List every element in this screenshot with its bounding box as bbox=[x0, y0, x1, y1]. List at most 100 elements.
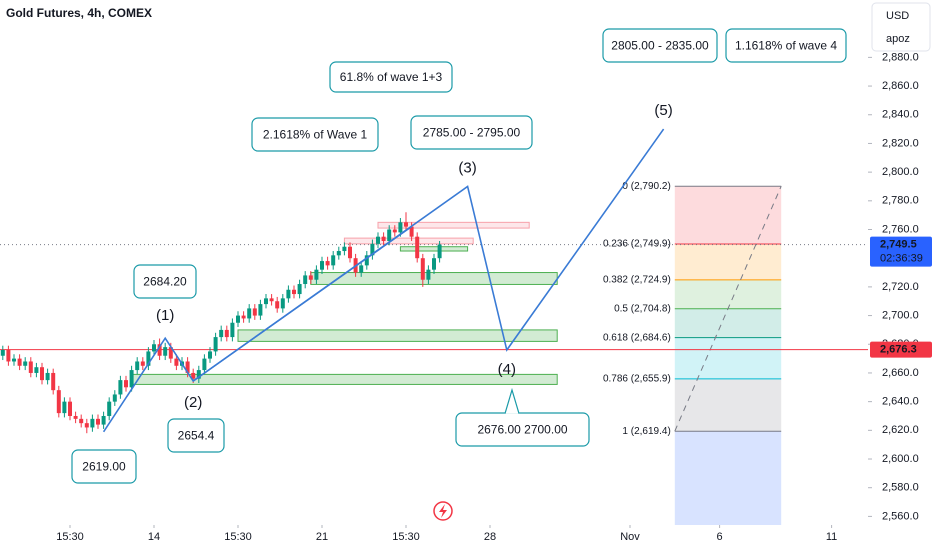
candle-body bbox=[247, 308, 252, 319]
plot: 0 (2,790.2)0.236 (2,749.9)0.382 (2,724.9… bbox=[0, 28, 868, 525]
candle-body bbox=[202, 358, 207, 371]
candle-body bbox=[297, 284, 302, 295]
annotation: 2.1618% of Wave 1 bbox=[263, 128, 368, 142]
candle-body bbox=[45, 372, 50, 381]
candle-body bbox=[90, 418, 95, 428]
candle-body bbox=[275, 301, 280, 309]
candle-body bbox=[392, 229, 397, 233]
candle-body bbox=[359, 265, 364, 273]
candle-body bbox=[68, 401, 72, 416]
zone bbox=[343, 237, 474, 245]
annotation: 2619.00 bbox=[82, 460, 126, 474]
price-tag-label: 2,749.5 bbox=[880, 238, 917, 250]
y-tick-label: 2,720.0 bbox=[882, 281, 919, 293]
candle-body bbox=[224, 329, 229, 338]
candle-body bbox=[96, 418, 100, 425]
candle-body bbox=[23, 361, 28, 366]
axes: 2,560.0 2,580.0 2,600.0 2,620.0 2,640.0 2,660… bbox=[56, 51, 932, 543]
fib-label: 1 (2,619.4) bbox=[622, 426, 670, 437]
annotation: 2676.00 2700.00 bbox=[477, 423, 567, 437]
candle-body bbox=[292, 289, 296, 295]
x-tick-label: 28 bbox=[484, 531, 496, 543]
candle-body bbox=[230, 322, 235, 338]
fib-zone bbox=[674, 337, 782, 379]
annotation: 1.1618% of wave 4 bbox=[735, 39, 837, 53]
fib-zone bbox=[674, 186, 782, 244]
currency-box[interactable] bbox=[871, 2, 931, 52]
annotation-box bbox=[455, 412, 590, 447]
candle-body bbox=[51, 372, 56, 391]
candle-body bbox=[364, 255, 369, 266]
candle-body bbox=[84, 423, 89, 428]
candle-body bbox=[17, 358, 22, 366]
fib-label: 0 (2,790.2) bbox=[622, 181, 670, 192]
y-tick-label: 2,640.0 bbox=[882, 396, 919, 408]
annotation-box bbox=[725, 28, 847, 63]
x-tick-label: 15:30 bbox=[224, 531, 252, 543]
candle-body bbox=[280, 298, 285, 309]
wave-label: (1) bbox=[156, 307, 174, 324]
wave-label: (4) bbox=[498, 361, 516, 378]
annotation-box bbox=[167, 418, 225, 453]
candle-body bbox=[426, 269, 431, 280]
candle-body bbox=[174, 358, 179, 366]
wave-label: (3) bbox=[458, 159, 476, 176]
wave-label: (5) bbox=[654, 102, 672, 119]
fib-label: 0.786 (2,655.9) bbox=[603, 373, 671, 384]
candle-body bbox=[135, 361, 140, 371]
candle-body bbox=[320, 261, 324, 270]
y-tick-label: 2,780.0 bbox=[882, 195, 919, 207]
fib-zone bbox=[674, 243, 782, 280]
fib-label: 0.5 (2,704.8) bbox=[614, 303, 671, 314]
candle-body bbox=[62, 401, 67, 414]
candle-body bbox=[129, 370, 134, 388]
candle-body bbox=[12, 358, 16, 362]
annotation-box bbox=[133, 264, 197, 299]
candle-body bbox=[146, 351, 151, 366]
y-tick-label: 2,860.0 bbox=[882, 80, 919, 92]
annotation-box bbox=[251, 117, 379, 152]
annotation: 2785.00 - 2795.00 bbox=[423, 126, 521, 140]
candle-body bbox=[152, 344, 156, 352]
alert-tag bbox=[870, 341, 932, 358]
y-tick-label: 2,580.0 bbox=[882, 482, 919, 494]
candle-body bbox=[387, 229, 392, 241]
x-tick-label: 15:30 bbox=[56, 531, 84, 543]
candle-body bbox=[56, 390, 61, 414]
candle-body bbox=[269, 298, 274, 302]
y-tick-label: 2,620.0 bbox=[882, 424, 919, 436]
candle-body bbox=[308, 275, 313, 280]
fib-label: 0.618 (2,684.6) bbox=[603, 332, 671, 343]
y-tick-label: 2,560.0 bbox=[882, 510, 919, 522]
zone bbox=[377, 221, 530, 229]
candle-body bbox=[101, 415, 106, 425]
lightning-icon[interactable] bbox=[433, 501, 453, 521]
y-tick-label: 2,660.0 bbox=[882, 367, 919, 379]
x-tick-label: 21 bbox=[316, 531, 328, 543]
x-tick-label: 15:30 bbox=[392, 531, 420, 543]
candle-body bbox=[185, 361, 190, 373]
annotation: 2684.20 bbox=[143, 275, 187, 289]
candle-body bbox=[437, 244, 442, 259]
candle-body bbox=[370, 243, 375, 256]
y-tick-label: 2,840.0 bbox=[882, 109, 919, 121]
wave-line bbox=[102, 128, 665, 433]
candle-body bbox=[107, 401, 112, 416]
zone bbox=[399, 246, 469, 252]
y-tick-label: 2,880.0 bbox=[882, 51, 919, 63]
candle-body bbox=[252, 308, 257, 316]
fib-zone bbox=[674, 308, 782, 338]
y-tick-label: 2,600.0 bbox=[882, 453, 919, 465]
candle-body bbox=[303, 275, 308, 285]
candle-body bbox=[342, 246, 347, 252]
wave-label: (2) bbox=[184, 394, 202, 411]
candle-body bbox=[381, 236, 386, 241]
x-tick-label: 14 bbox=[148, 531, 160, 543]
fib-label: 0.382 (2,724.9) bbox=[603, 274, 671, 285]
candle-body bbox=[168, 347, 173, 359]
candle-body bbox=[376, 236, 380, 244]
candle-body bbox=[432, 258, 436, 270]
candle-body bbox=[420, 258, 425, 280]
candle-body bbox=[28, 361, 33, 373]
user: apoz bbox=[886, 33, 910, 45]
